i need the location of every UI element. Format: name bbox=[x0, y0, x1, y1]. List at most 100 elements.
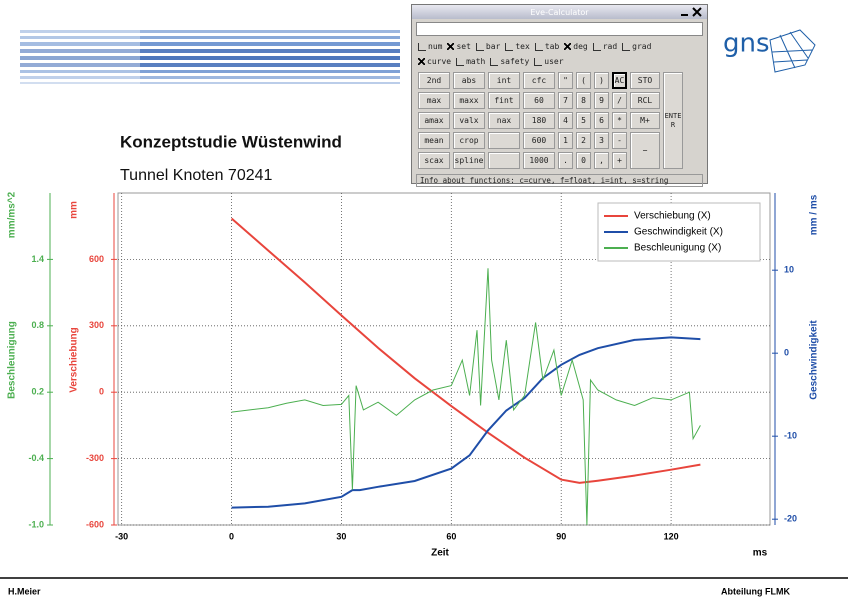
option[interactable]: user bbox=[534, 57, 564, 66]
side-key[interactable]: STO bbox=[630, 72, 660, 89]
key[interactable]: int bbox=[488, 72, 520, 89]
enter-label: ENTER bbox=[664, 111, 682, 129]
key[interactable]: - bbox=[612, 132, 627, 149]
y-tick-label: 0 bbox=[99, 387, 104, 397]
option-label: bar bbox=[485, 42, 501, 51]
key[interactable]: cfc bbox=[523, 72, 555, 89]
key[interactable]: " bbox=[558, 72, 573, 89]
checkbox bbox=[490, 57, 499, 66]
option-label: num bbox=[428, 42, 443, 51]
key[interactable]: 2 bbox=[576, 132, 591, 149]
footer-author: H.Meier bbox=[8, 586, 41, 596]
y-tick-label: -300 bbox=[86, 453, 104, 463]
key[interactable]: . bbox=[558, 152, 573, 169]
key[interactable]: 2nd bbox=[418, 72, 450, 89]
key[interactable]: 60 bbox=[523, 92, 555, 109]
option[interactable]: set bbox=[447, 42, 471, 51]
key[interactable]: fint bbox=[488, 92, 520, 109]
key[interactable]: 8 bbox=[576, 92, 591, 109]
key[interactable]: abs bbox=[453, 72, 485, 89]
checkbox-checked bbox=[418, 58, 425, 65]
x-axis-unit: ms bbox=[753, 548, 768, 559]
key[interactable]: scax bbox=[418, 152, 450, 169]
y-tick-label: -600 bbox=[86, 519, 104, 529]
key[interactable] bbox=[488, 152, 520, 169]
key[interactable]: 180 bbox=[523, 112, 555, 129]
option[interactable]: num bbox=[418, 42, 442, 51]
y2-axis-label: Geschwindigkeit bbox=[809, 320, 820, 400]
key[interactable]: 5 bbox=[576, 112, 591, 129]
keypad: 2nd abs int cfc "() AC max maxx fint 60 7 8 9/amax va… bbox=[412, 69, 707, 172]
y2-axis-unit: mm / ms bbox=[809, 194, 820, 235]
key[interactable]: amax bbox=[418, 112, 450, 129]
option[interactable]: math bbox=[456, 57, 485, 66]
key[interactable]: nax bbox=[488, 112, 520, 129]
series-line bbox=[231, 268, 701, 526]
y3-tick-label: 0.8 bbox=[31, 320, 44, 330]
y3-tick-label: 1.4 bbox=[31, 254, 44, 264]
key[interactable]: AC bbox=[612, 72, 627, 89]
key[interactable]: ) bbox=[594, 72, 609, 89]
option-label: tex bbox=[515, 42, 530, 51]
y3-axis-label: Beschleunigung bbox=[7, 321, 18, 399]
key[interactable]: mean bbox=[418, 132, 450, 149]
option[interactable]: grad bbox=[622, 42, 651, 51]
checkbox bbox=[592, 42, 601, 51]
option[interactable]: tab bbox=[534, 42, 559, 51]
checkbox-checked bbox=[564, 43, 572, 50]
chart-subtitle: Tunnel Knoten 70241 bbox=[120, 167, 273, 184]
input-field[interactable] bbox=[416, 22, 703, 36]
option-label: curve bbox=[427, 57, 452, 66]
checkbox bbox=[418, 42, 426, 51]
key[interactable]: , bbox=[594, 152, 609, 169]
side-key[interactable]: M+ bbox=[630, 112, 660, 129]
key[interactable]: + bbox=[612, 152, 627, 169]
key[interactable]: 4 bbox=[558, 112, 573, 129]
option-row: curve math safety user bbox=[412, 54, 707, 69]
key[interactable]: 600 bbox=[523, 132, 555, 149]
x-tick-label: 30 bbox=[336, 531, 346, 541]
key[interactable]: / bbox=[612, 92, 627, 109]
key[interactable]: 9 bbox=[594, 92, 609, 109]
y3-tick-label: -1.0 bbox=[28, 519, 44, 529]
calculator-window: Eve-Calculator num set bar tex tab deg rad grad… bbox=[411, 4, 708, 187]
y-axis-label: Verschiebung bbox=[69, 327, 80, 393]
legend-label: Beschleunigung (X) bbox=[634, 243, 721, 254]
series-line bbox=[231, 336, 701, 509]
option[interactable]: bar bbox=[475, 42, 501, 51]
key[interactable]: 1000 bbox=[523, 152, 555, 169]
key[interactable]: 3 bbox=[594, 132, 609, 149]
logo: gns bbox=[723, 29, 770, 59]
y3-tick-label: 0.2 bbox=[31, 387, 44, 397]
side-key[interactable]: RCL bbox=[630, 92, 660, 109]
side-key[interactable]: − bbox=[630, 132, 660, 169]
window-controls[interactable] bbox=[679, 7, 703, 17]
key[interactable]: crop bbox=[453, 132, 485, 149]
logo-mesh bbox=[769, 29, 816, 73]
y2-tick-label: 0 bbox=[784, 348, 789, 358]
key[interactable]: valx bbox=[453, 112, 485, 129]
checkbox bbox=[505, 42, 514, 51]
option[interactable]: deg bbox=[564, 42, 588, 51]
key[interactable]: spline bbox=[453, 152, 485, 169]
option-label: deg bbox=[573, 42, 588, 51]
option-label: rad bbox=[602, 42, 618, 51]
key[interactable] bbox=[488, 132, 520, 149]
key[interactable]: ( bbox=[576, 72, 591, 89]
option[interactable]: tex bbox=[505, 42, 530, 51]
option-row: num set bar tex tab deg rad grad bbox=[412, 39, 707, 54]
key[interactable]: 0 bbox=[576, 152, 591, 169]
key[interactable]: * bbox=[612, 112, 627, 129]
key[interactable]: 7 bbox=[558, 92, 573, 109]
key[interactable]: max bbox=[418, 92, 450, 109]
option[interactable]: safety bbox=[490, 57, 529, 66]
option[interactable]: curve bbox=[418, 57, 451, 66]
enter-key[interactable]: ENTER bbox=[663, 72, 683, 169]
y-tick-label: 300 bbox=[89, 320, 104, 330]
key[interactable]: 6 bbox=[594, 112, 609, 129]
key[interactable]: 1 bbox=[558, 132, 573, 149]
key[interactable]: maxx bbox=[453, 92, 485, 109]
option[interactable]: rad bbox=[592, 42, 618, 51]
